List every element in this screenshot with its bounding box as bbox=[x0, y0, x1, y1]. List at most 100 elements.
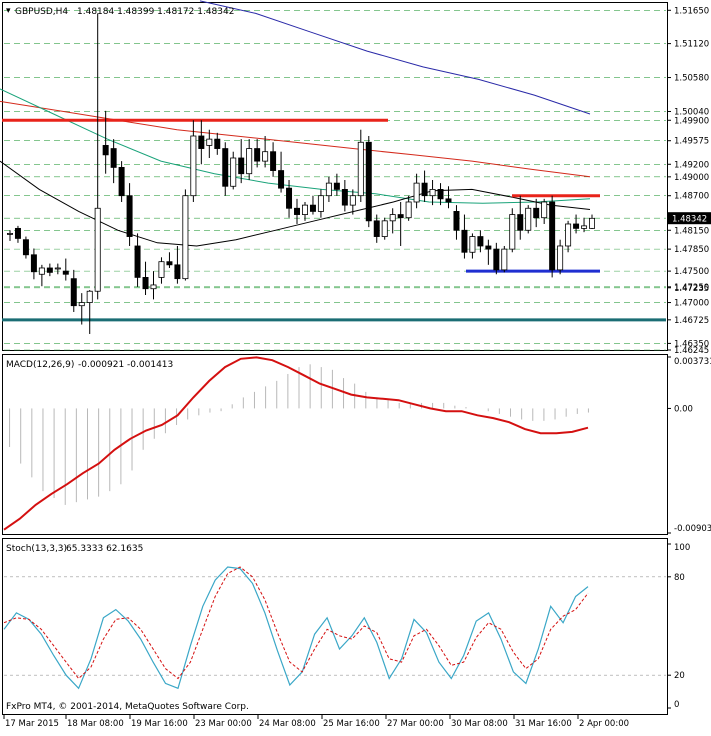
candle-bull bbox=[565, 223, 572, 247]
macd-histogram bbox=[9, 364, 589, 505]
candle-bear bbox=[62, 270, 69, 275]
candle-bull bbox=[325, 182, 332, 197]
macd-axis-label: -0.009037 bbox=[674, 524, 711, 534]
candle-bull bbox=[581, 225, 588, 229]
macd-axis-label: 0.00 bbox=[674, 404, 693, 414]
main-grid bbox=[4, 9, 666, 351]
candle-bear bbox=[46, 267, 53, 273]
macd-axis: 0.003731 0.00 -0.009037 bbox=[667, 356, 711, 534]
candle-bear bbox=[126, 195, 133, 237]
stoch-axis: 100 80 20 0 bbox=[667, 543, 690, 710]
candle-bear bbox=[373, 220, 380, 237]
horizontal-levels[interactable] bbox=[2, 118, 666, 322]
candle-bull bbox=[509, 214, 516, 250]
candle-bear bbox=[294, 207, 301, 215]
time-label: 24 Mar 08:00 bbox=[259, 719, 316, 729]
candle-bear bbox=[142, 277, 149, 290]
candle-bull bbox=[94, 207, 101, 292]
candle-bear bbox=[222, 148, 229, 187]
candle-bull bbox=[381, 220, 388, 237]
candle-bear bbox=[70, 278, 77, 307]
candle-bear bbox=[549, 201, 556, 271]
stoch-lines bbox=[3, 566, 589, 690]
main-header-symbol: GBPUSD,H4 bbox=[15, 7, 68, 17]
stoch-axis-label: 80 bbox=[674, 573, 685, 583]
candle-bear bbox=[118, 167, 125, 197]
candle-bear bbox=[421, 182, 428, 197]
price-label: 1.50580 bbox=[674, 74, 709, 84]
candle-bull bbox=[54, 267, 61, 270]
candle-bull bbox=[150, 284, 157, 290]
price-label: 1.49200 bbox=[674, 160, 709, 170]
stoch-levels bbox=[4, 576, 666, 676]
time-label: 30 Mar 08:00 bbox=[451, 719, 508, 729]
time-label: 2 Apr 00:00 bbox=[579, 719, 629, 729]
candle-bull bbox=[246, 148, 253, 175]
price-label: 1.49900 bbox=[674, 116, 709, 126]
stoch-header-title: Stoch(13,3,3) bbox=[6, 544, 67, 554]
time-label: 19 Mar 16:00 bbox=[131, 719, 188, 729]
candle-bull bbox=[525, 207, 532, 231]
candle-bull bbox=[405, 201, 412, 219]
candle-bull bbox=[349, 195, 356, 206]
main-pane-frame bbox=[2, 2, 668, 351]
candle-bear bbox=[270, 151, 277, 171]
price-label: 1.46245 bbox=[674, 346, 709, 356]
time-label: 31 Mar 16:00 bbox=[515, 719, 572, 729]
candle-bull bbox=[182, 195, 189, 280]
candle-bear bbox=[214, 138, 221, 149]
macd-header-values: -0.000921 -0.001413 bbox=[78, 360, 173, 370]
candle-bear bbox=[254, 148, 261, 162]
price-label: 1.47500 bbox=[674, 267, 709, 277]
candle-bear bbox=[110, 148, 117, 168]
candle-bull bbox=[230, 157, 237, 187]
macd-header-title: MACD(12,26,9) bbox=[6, 360, 74, 370]
candle-bear bbox=[309, 204, 316, 212]
main-moving-averages bbox=[0, 0, 591, 247]
stoch-main-line bbox=[3, 566, 589, 690]
candle-bull bbox=[501, 248, 508, 271]
copyright-text: FxPro MT4, © 2001-2014, MetaQuotes Softw… bbox=[6, 702, 249, 712]
candle-bear bbox=[397, 214, 404, 219]
candle-bear bbox=[134, 245, 141, 278]
price-label: 1.46350 bbox=[674, 339, 709, 349]
candle-bull bbox=[413, 182, 420, 203]
candle-bear bbox=[22, 239, 29, 256]
stoch-pane-frame bbox=[2, 538, 668, 715]
moving-average-red-line bbox=[0, 100, 591, 178]
candle-bull bbox=[317, 195, 324, 212]
candle-bull bbox=[357, 141, 364, 197]
candle-bear bbox=[437, 189, 444, 200]
candle-bull bbox=[589, 217, 596, 229]
macd-signal-line bbox=[3, 356, 589, 531]
candle-bear bbox=[477, 236, 484, 247]
time-axis: 17 Mar 2015 18 Mar 08:00 19 Mar 16:00 23 Ma… bbox=[3, 715, 629, 729]
time-label: 27 Mar 00:00 bbox=[387, 719, 444, 729]
current-price-label: 1.48342 bbox=[672, 215, 707, 225]
stoch-signal-line bbox=[3, 566, 589, 680]
price-label: 1.47235 bbox=[674, 284, 709, 294]
main-header-ohlc: 1.48184 1.48399 1.48172 1.48342 bbox=[77, 7, 234, 17]
candle-bear bbox=[14, 227, 21, 239]
moving-average-green-line bbox=[0, 88, 591, 204]
candle-bear bbox=[485, 245, 492, 250]
stoch-axis-label: 100 bbox=[674, 543, 690, 553]
candle-bear bbox=[238, 157, 245, 175]
price-label: 1.51120 bbox=[674, 40, 709, 50]
candle-bull bbox=[38, 267, 45, 275]
stoch-header-values: 65.3333 62.1635 bbox=[66, 544, 143, 554]
price-label: 1.49575 bbox=[674, 137, 709, 147]
candle-bull bbox=[190, 135, 197, 197]
stoch-axis-label: 20 bbox=[674, 671, 685, 681]
current-price-tag bbox=[667, 212, 711, 225]
candle-bear bbox=[30, 254, 37, 273]
price-label: 1.51650 bbox=[674, 6, 709, 16]
candle-bull bbox=[78, 302, 85, 307]
price-label: 1.50040 bbox=[674, 107, 709, 117]
price-label: 1.47850 bbox=[674, 245, 709, 255]
candle-bear bbox=[166, 261, 173, 266]
time-label: 17 Mar 2015 bbox=[5, 719, 59, 729]
